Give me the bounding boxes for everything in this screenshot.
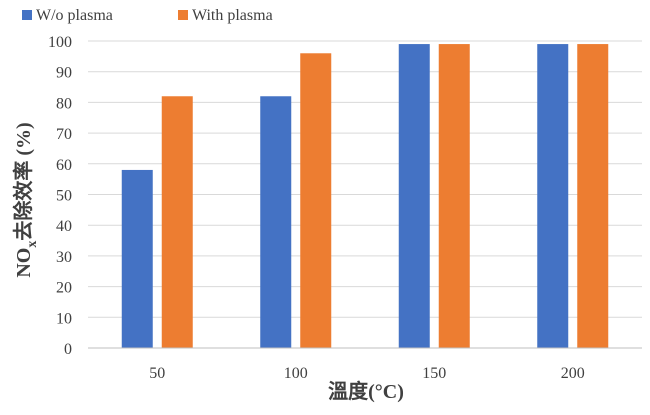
legend: W/o plasma With plasma (22, 7, 273, 24)
y-tick-label: 0 (64, 341, 72, 358)
bars (121, 44, 609, 348)
y-tick-label: 70 (56, 126, 72, 143)
legend-label: W/o plasma (36, 7, 113, 24)
axes: 0 10 20 30 40 50 60 70 80 90 100 50 100 150 200 (48, 34, 642, 382)
y-axis-title-post: 去除效率 (%) (11, 122, 35, 240)
x-tick-label: 150 (422, 365, 446, 382)
x-tick-label: 100 (284, 365, 308, 382)
y-axis-title-sub: x (25, 241, 40, 248)
y-axis-title-pre: NO (13, 248, 35, 278)
y-axis-title: NOx去除效率 (%) (11, 122, 40, 277)
bar-with-plasma-100 (300, 53, 332, 348)
y-tick-label: 90 (56, 65, 72, 82)
bar-with-plasma-200 (577, 44, 609, 348)
y-tick-label: 60 (56, 157, 72, 174)
bar-with-plasma-150 (438, 44, 470, 348)
x-tick-label: 200 (561, 365, 585, 382)
bar-wo-plasma-200 (537, 44, 569, 348)
bar-wo-plasma-150 (398, 44, 430, 348)
y-tick-label: 10 (56, 310, 72, 327)
bar-wo-plasma-50 (121, 169, 153, 348)
y-tick-label: 20 (56, 280, 72, 297)
legend-swatch (178, 10, 188, 20)
y-tick-label: 80 (56, 95, 72, 112)
legend-swatch (22, 10, 32, 20)
x-tick-label: 50 (149, 365, 165, 382)
y-tick-label: 50 (56, 188, 72, 205)
y-tick-label: 30 (56, 249, 72, 266)
legend-label: With plasma (192, 7, 273, 24)
bar-wo-plasma-100 (260, 96, 292, 348)
x-axis-title: 溫度(°C) (328, 379, 404, 403)
y-tick-label: 100 (48, 34, 72, 51)
y-tick-label: 40 (56, 218, 72, 235)
bar-with-plasma-50 (161, 96, 193, 348)
